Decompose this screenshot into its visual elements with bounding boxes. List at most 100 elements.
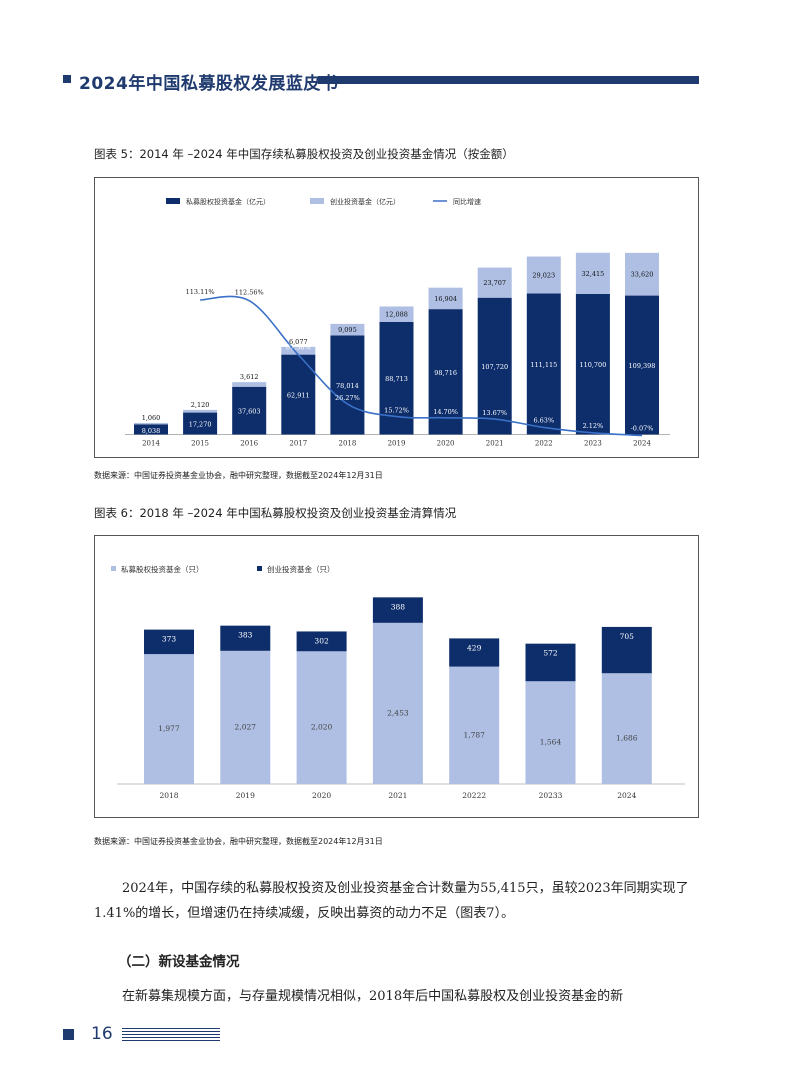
fig5-x-tick-label: 2017 [289, 440, 307, 448]
fig5-data-label-vc: 9,095 [338, 326, 357, 334]
fig6-x-tick-label: 2018 [159, 791, 178, 800]
fig6-bar-vc [525, 643, 576, 682]
fig5-growth-label: 15.72% [384, 407, 409, 415]
fig6-bar-vc [601, 626, 652, 674]
fig6-bar-pe [601, 673, 652, 784]
fig5-bar-vc [526, 256, 561, 294]
fig5-data-label-pe: 62,911 [287, 392, 310, 400]
fig6-data-label-vc: 388 [391, 602, 406, 611]
fig5-data-label-vc: 2,120 [191, 401, 210, 409]
fig6-x-tick-label: 2019 [236, 791, 255, 800]
fig6-bar-vc [220, 625, 271, 651]
fig5-bar-pe [526, 293, 561, 435]
fig6-x-tick-label: 20222 [462, 791, 486, 800]
fig5-data-label-pe: 98,716 [434, 369, 457, 377]
fig6-data-label-pe: 1,564 [540, 738, 562, 747]
fig6-x-tick-label: 2020 [312, 791, 331, 800]
fig5-bar-vc [477, 267, 512, 298]
fig5-x-tick-label: 2021 [486, 440, 504, 448]
fig6-data-label-vc: 373 [162, 635, 177, 644]
fig5-growth-label: 2.12% [583, 422, 604, 430]
fig5-bar-pe [183, 412, 218, 435]
fig5-x-tick-label: 2023 [584, 440, 602, 448]
fig5-data-label-vc: 12,088 [385, 311, 408, 319]
fig5-data-label-pe: 88,713 [385, 375, 408, 383]
fig6-x-tick-label: 2021 [388, 791, 407, 800]
fig5-bar-vc [330, 323, 365, 336]
fig6-data-label-pe: 1,787 [463, 730, 485, 739]
fig6-bar-pe [525, 681, 576, 784]
fig5-x-tick-label: 2018 [338, 440, 356, 448]
fig6-bar-pe [220, 650, 271, 784]
fig6-source: 数据来源：中国证券投资基金业协会，融中研究整理，数据截至2024年12月31日 [94, 837, 383, 846]
fig5-data-label-vc: 6,077 [289, 338, 308, 346]
fig5-x-tick-label: 2016 [240, 440, 258, 448]
fig5-data-label-pe: 110,700 [579, 361, 606, 369]
body-paragraph-1: 2024年，中国存续的私募股权投资及创业投资基金合计数量为55,415只，虽较2… [94, 881, 689, 921]
fig5-legend-label-growth: 同比增速 [453, 197, 481, 206]
fig5-bar-vc [575, 252, 610, 294]
footer-square-icon [63, 1029, 74, 1040]
fig5-data-label-pe: 8,038 [142, 427, 161, 435]
fig6-data-label-vc: 705 [620, 632, 635, 641]
fig5-bar-pe [575, 293, 610, 435]
header-bar [318, 76, 699, 84]
fig5-data-label-vc: 3,612 [240, 373, 259, 381]
footer-decorative-lines [122, 1028, 220, 1042]
fig6-data-label-pe: 1,686 [616, 734, 638, 743]
fig5-bar-pe [232, 386, 267, 435]
fig6-bar-vc [144, 629, 194, 655]
fig5-growth-label: 26.27% [335, 394, 360, 402]
fig5-legend-swatch-pe [166, 198, 180, 204]
fig6-chart-frame: 私募股权投资基金（只） 创业投资基金（只） 1,977 373 2018 2,027 383… [94, 535, 699, 818]
fig5-data-label-pe: 78,014 [336, 382, 359, 390]
fig5-bar-vc [379, 306, 414, 322]
fig6-data-label-vc: 383 [238, 631, 253, 640]
header-square-icon [63, 75, 71, 83]
fig5-x-tick-label: 2022 [535, 440, 553, 448]
body-paragraph-2: 在新募集规模方面，与存量规模情况相似，2018年后中国私募股权及创业投资基金的新 [122, 989, 624, 1004]
fig5-growth-label: 112.56% [235, 289, 264, 297]
fig6-bar-vc [372, 597, 423, 623]
fig6-data-label-pe: 1,977 [158, 724, 180, 733]
fig5-x-tick-label: 2024 [633, 440, 651, 448]
fig6-data-label-vc: 302 [314, 636, 329, 645]
fig5-x-tick-label: 2019 [388, 440, 406, 448]
fig5-growth-line [200, 295, 643, 437]
fig6-bar-vc [296, 631, 347, 652]
fig6-x-tick-label: 2024 [617, 791, 636, 800]
fig6-title: 图表 6：2018 年 –2024 年中国私募股权投资及创业投资基金清算情况 [94, 506, 457, 520]
page-number: 16 [91, 1024, 113, 1044]
fig6-bar-vc [449, 638, 500, 667]
fig5-bar-vc [428, 287, 463, 310]
fig5-data-label-vc: 32,415 [582, 270, 605, 278]
fig5-chart: 私募股权投资基金（亿元） 创业投资基金（亿元） 同比增速 8,038 1,060 2014… [125, 197, 670, 448]
fig5-bar-vc [134, 422, 168, 425]
fig5-x-tick-label: 2015 [191, 440, 209, 448]
fig6-legend-swatch-pe [111, 566, 116, 571]
fig5-legend-label-vc: 创业投资基金（亿元） [330, 197, 400, 206]
fig5-data-label-vc: 1,060 [142, 414, 161, 422]
fig5-data-label-vc: 23,707 [483, 279, 506, 287]
fig5-bar-vc [232, 382, 267, 387]
fig5-title: 图表 5：2014 年 –2024 年中国存续私募股权投资及创业投资基金情况（按… [94, 147, 514, 161]
fig5-x-tick-label: 2020 [437, 440, 455, 448]
fig6-bar-pe [372, 622, 423, 784]
fig5-growth-label: 14.70% [433, 408, 458, 416]
fig5-data-label-pe: 107,720 [481, 363, 508, 371]
fig5-growth-label: 113.11% [186, 288, 215, 296]
fig5-bar-pe [134, 424, 168, 435]
section-subheading: （二）新设基金情况 [118, 954, 240, 970]
fig5-bar-vc [625, 252, 659, 296]
fig6-legend-swatch-vc [257, 566, 262, 571]
header-title: 2024年中国私募股权发展蓝皮书 [79, 74, 339, 94]
fig6-bar-pe [144, 654, 194, 784]
fig5-bar-vc [281, 346, 316, 355]
fig6-bar-pe [296, 651, 347, 784]
fig6-data-label-pe: 2,020 [311, 723, 333, 732]
fig6-data-label-vc: 429 [467, 643, 482, 652]
fig5-bar-pe [428, 309, 463, 435]
fig5-growth-label: 67.38% [286, 344, 311, 352]
fig6-legend-label-pe: 私募股权投资基金（只） [121, 564, 204, 574]
fig5-growth-label: 6.63% [533, 416, 554, 424]
